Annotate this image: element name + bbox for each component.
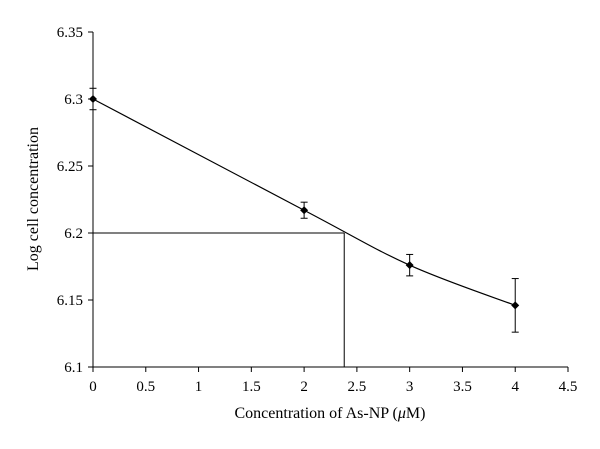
y-tick-label: 6.25 [57, 159, 83, 175]
y-tick-labels: 6.1 6.15 6.2 6.25 6.3 6.35 [57, 25, 83, 376]
x-tick-label: 1.5 [242, 379, 261, 395]
y-tick-label: 6.2 [64, 226, 83, 242]
data-points [89, 95, 520, 310]
x-tick-label: 4.5 [559, 379, 578, 395]
x-tick-label: 2 [300, 379, 308, 395]
x-tick-label: 0.5 [136, 379, 155, 395]
data-point-marker [511, 301, 520, 310]
data-point-marker [300, 206, 309, 215]
x-tick-marks [92, 367, 569, 372]
data-point-marker [89, 95, 97, 103]
x-tick-label: 1 [195, 379, 203, 395]
x-tick-label: 0 [89, 379, 97, 395]
x-tick-label: 2.5 [348, 379, 367, 395]
x-axis-title-suffix: M) [406, 405, 426, 422]
reference-lines [93, 232, 345, 367]
y-tick-label: 6.3 [64, 92, 83, 108]
data-point-marker [405, 261, 414, 270]
y-tick-label: 6.1 [64, 360, 83, 376]
y-axis-title: Log cell concentration [25, 127, 42, 271]
y-tick-label: 6.35 [57, 25, 83, 41]
x-tick-label: 4 [511, 379, 519, 395]
x-tick-label: 3 [406, 379, 414, 395]
y-tick-marks [88, 31, 93, 368]
y-tick-label: 6.15 [57, 293, 83, 309]
x-axis-title-prefix: Concentration of As-NP ( [235, 405, 398, 422]
x-tick-labels: 0 0.5 1 1.5 2 2.5 3 3.5 4 4.5 [89, 379, 577, 395]
x-tick-label: 3.5 [453, 379, 472, 395]
plot-area: 6.1 6.15 6.2 6.25 6.3 6.35 0 0.5 1 1.5 2 2.5 3 3.5 4 4… [57, 25, 578, 395]
x-axis-title: Concentration of As-NP (μM) [235, 405, 426, 422]
x-axis-title-mu: μ [397, 405, 406, 422]
trend-line [92, 98, 516, 306]
